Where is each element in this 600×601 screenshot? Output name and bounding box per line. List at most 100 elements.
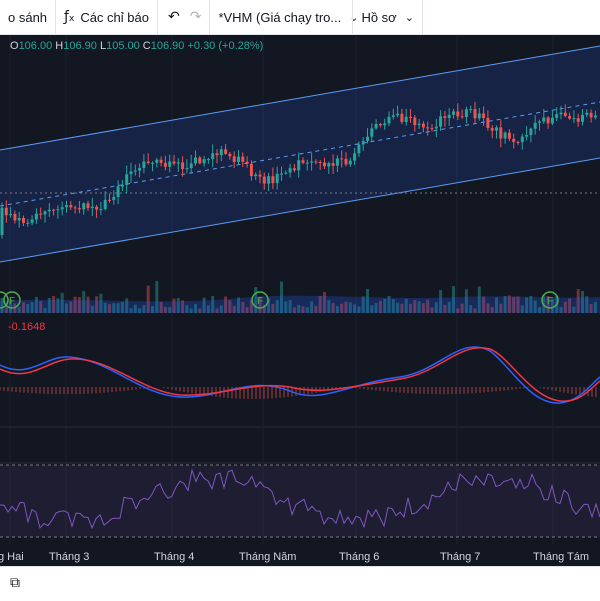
volume-bar <box>215 308 219 313</box>
volume-bar <box>198 308 202 313</box>
channel-lower-line <box>0 157 600 263</box>
candle-body <box>585 112 589 115</box>
volume-bar <box>353 304 357 313</box>
toolbar-divider <box>352 0 354 34</box>
candle-body <box>151 162 154 164</box>
volume-bar <box>138 308 142 313</box>
close-value: 106.90 <box>150 40 185 52</box>
indicators-button[interactable]: ƒx Các chỉ báo <box>56 0 157 34</box>
profile-selector[interactable]: Hồ sơ ⌄ <box>353 0 421 34</box>
volume-bar <box>512 296 516 313</box>
volume-bar <box>477 286 481 313</box>
candle-body <box>142 161 146 168</box>
volume-bar <box>95 296 99 313</box>
volume-bar <box>90 305 94 313</box>
volume-bar <box>151 306 154 313</box>
candle-body <box>86 203 90 209</box>
candle-body <box>224 149 228 154</box>
rsi-band <box>0 465 600 537</box>
volume-bar <box>374 303 378 313</box>
candle-body <box>258 174 262 177</box>
volume-bar <box>464 289 468 313</box>
compare-button[interactable]: o sánh <box>0 0 55 34</box>
volume-bar <box>533 300 537 313</box>
volume-bar <box>65 303 68 313</box>
candle-body <box>30 219 34 223</box>
marker-f <box>3 291 21 309</box>
candle-body <box>211 153 215 160</box>
candle-body <box>366 136 369 141</box>
volume-bar <box>43 308 47 313</box>
candle-body <box>447 114 451 118</box>
volume-bar <box>361 296 365 313</box>
candle-body <box>400 113 404 122</box>
volume-bar <box>142 305 146 313</box>
candle-body <box>361 140 365 145</box>
candle-body <box>452 111 455 115</box>
redo-icon: ↷ <box>189 9 202 25</box>
volume-bar <box>146 285 150 313</box>
volume-bar <box>241 302 245 313</box>
volume-bar <box>249 299 253 313</box>
open-label: O <box>10 40 19 52</box>
candle-body <box>176 162 180 164</box>
volume-bar <box>168 307 172 313</box>
symbol-label: *VHM (Giá chạy tro... <box>218 9 342 25</box>
candle-body <box>391 115 395 117</box>
candle-body <box>228 153 232 157</box>
volume-bar <box>292 307 296 313</box>
candle-body <box>499 127 503 139</box>
x-axis-label: Tháng 6 <box>339 551 380 563</box>
volume-bar <box>181 300 185 313</box>
volume-bar <box>86 296 90 313</box>
volume-bar <box>310 301 314 313</box>
marker-f-label: F <box>547 296 553 307</box>
screenshot-icon[interactable]: ⧉ <box>10 575 20 591</box>
candle-body <box>413 117 417 126</box>
candle-body <box>314 161 318 163</box>
candle-body <box>202 159 206 164</box>
volume-bar <box>370 305 374 313</box>
volume-bar <box>499 303 503 313</box>
volume-bar <box>335 305 339 313</box>
volume-bar <box>73 296 77 313</box>
candle-body <box>456 111 460 117</box>
undo-button[interactable]: ↶ <box>158 0 186 34</box>
marker-f <box>0 291 9 309</box>
channel-upper-line <box>0 45 600 151</box>
toolbar-divider <box>209 0 211 34</box>
volume-bar <box>439 290 443 313</box>
volume-bar <box>219 305 223 313</box>
candle-body <box>387 116 391 124</box>
redo-button[interactable]: ↷ <box>186 0 210 34</box>
candle-body <box>271 176 275 184</box>
volume-bar <box>486 303 490 313</box>
volume-bar <box>103 302 107 313</box>
x-axis-label: g Hai <box>0 551 24 563</box>
candle-body <box>95 206 99 210</box>
candle-body <box>163 162 167 167</box>
rsi-line <box>0 468 600 530</box>
volume-bar <box>60 292 64 313</box>
candle-body <box>426 127 430 129</box>
candle-body <box>482 113 486 118</box>
candle-body <box>529 128 533 135</box>
candle-body <box>288 168 292 173</box>
chevron-down-icon: ⌄ <box>404 10 414 24</box>
candle-body <box>22 217 25 223</box>
candle-body <box>262 176 266 184</box>
candle-body <box>43 211 47 215</box>
volume-bar <box>267 298 271 313</box>
volume-bar <box>520 305 524 313</box>
symbol-selector[interactable]: *VHM (Giá chạy tro... ⌄ <box>210 0 358 34</box>
candle-body <box>159 159 163 163</box>
candle-body <box>267 176 271 184</box>
volume-bar <box>443 304 447 313</box>
candle-body <box>297 160 301 171</box>
candle-body <box>155 159 159 163</box>
volume-bar <box>112 303 116 313</box>
candle-body <box>120 184 124 187</box>
candle-body <box>318 162 322 164</box>
